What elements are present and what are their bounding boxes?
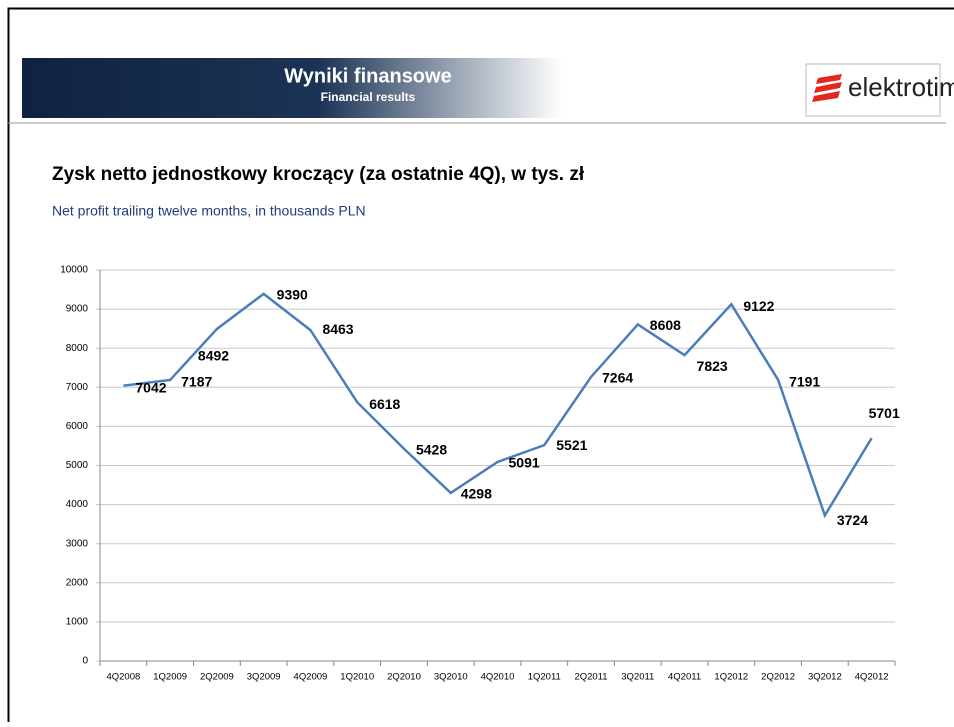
x-tick-label: 1Q2012 xyxy=(714,672,748,683)
y-tick-label: 5000 xyxy=(66,460,89,471)
data-line xyxy=(123,294,871,516)
data-label: 7042 xyxy=(135,379,166,395)
x-tick-label: 4Q2012 xyxy=(855,672,889,683)
x-tick-label: 1Q2011 xyxy=(528,672,561,683)
data-label: 7187 xyxy=(181,374,212,390)
y-tick-label: 6000 xyxy=(66,421,89,432)
x-tick-label: 4Q2009 xyxy=(294,672,328,683)
x-tick-label: 1Q2010 xyxy=(340,672,374,683)
data-label: 3724 xyxy=(837,512,868,528)
data-label: 5521 xyxy=(556,437,587,453)
y-tick-label: 7000 xyxy=(66,382,89,393)
logo-text: elektrotim xyxy=(848,72,954,102)
data-label: 5701 xyxy=(869,405,900,421)
y-tick-label: 8000 xyxy=(66,343,89,354)
chart-subtitle: Net profit trailing twelve months, in th… xyxy=(52,203,366,219)
y-tick-label: 10000 xyxy=(60,265,88,276)
x-tick-label: 4Q2008 xyxy=(106,672,140,683)
data-label: 7264 xyxy=(602,370,633,386)
data-label: 9122 xyxy=(743,298,774,314)
data-label: 4298 xyxy=(461,486,492,502)
header-subtitle: Financial results xyxy=(321,90,416,104)
data-label: 8463 xyxy=(322,321,353,337)
data-label: 8608 xyxy=(650,317,681,333)
x-tick-label: 3Q2010 xyxy=(434,672,468,683)
y-tick-label: 3000 xyxy=(66,538,89,549)
x-tick-label: 2Q2009 xyxy=(200,672,234,683)
x-tick-label: 4Q2011 xyxy=(668,672,701,683)
y-tick-label: 9000 xyxy=(66,304,89,315)
x-tick-label: 3Q2012 xyxy=(808,672,842,683)
x-tick-label: 3Q2009 xyxy=(247,672,281,683)
y-tick-label: 2000 xyxy=(66,577,89,588)
x-tick-label: 2Q2012 xyxy=(761,672,795,683)
x-tick-label: 3Q2011 xyxy=(621,672,654,683)
y-tick-label: 1000 xyxy=(66,617,89,628)
data-label: 5091 xyxy=(509,455,540,471)
x-tick-label: 4Q2010 xyxy=(481,672,515,683)
data-label: 5428 xyxy=(416,441,447,457)
chart-title: Zysk netto jednostkowy kroczący (za osta… xyxy=(52,164,585,185)
header-title: Wyniki finansowe xyxy=(284,65,451,87)
data-label: 9390 xyxy=(277,287,308,303)
data-label: 6618 xyxy=(369,396,400,412)
x-tick-label: 2Q2010 xyxy=(387,672,421,683)
data-label: 7823 xyxy=(697,358,728,374)
x-tick-label: 2Q2011 xyxy=(574,672,607,683)
x-tick-label: 1Q2009 xyxy=(153,672,187,683)
data-label: 7191 xyxy=(789,374,820,390)
y-tick-label: 4000 xyxy=(66,499,89,510)
y-tick-label: 0 xyxy=(82,656,88,667)
data-label: 8492 xyxy=(198,348,229,364)
